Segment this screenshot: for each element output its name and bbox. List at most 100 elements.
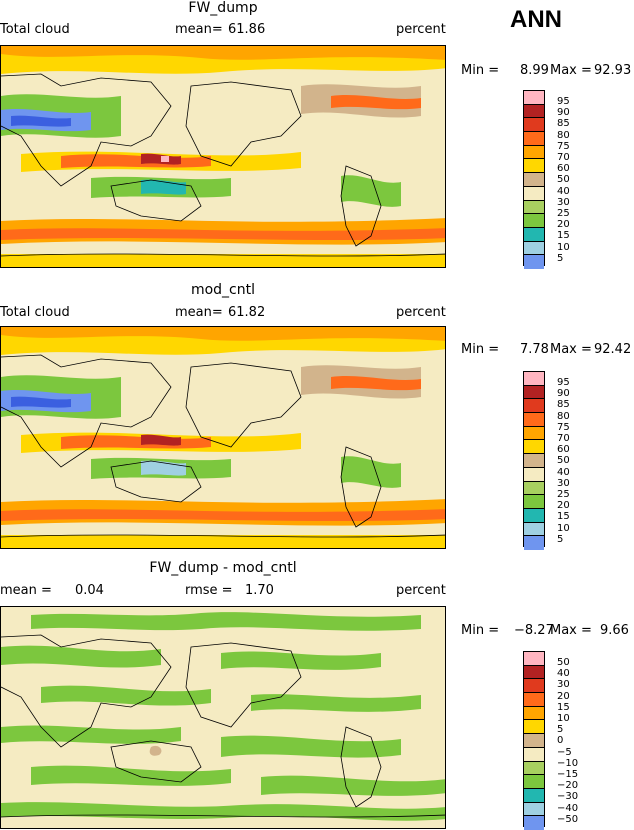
colorbar-swatch xyxy=(524,734,544,748)
colorbar-level-label: 30 xyxy=(557,196,570,208)
colorbar-level-label: 70 xyxy=(557,433,570,444)
colorbar-level-label: 50 xyxy=(557,174,570,186)
colorbar-swatch xyxy=(524,454,544,468)
colorbar-level-label: 85 xyxy=(557,118,570,130)
colorbar-level-label: 0 xyxy=(557,735,564,747)
panel1-min-label: Min = xyxy=(461,63,500,78)
colorbar-level-label: −5 xyxy=(557,746,572,758)
colorbar-level-label: 10 xyxy=(557,241,570,253)
panel2-title: mod_cntl xyxy=(190,282,256,298)
panel3-contour-field xyxy=(1,607,445,828)
panel3-min-value: −8.27 xyxy=(514,623,554,638)
colorbar-level-label: −30 xyxy=(557,791,579,803)
colorbar-swatch xyxy=(524,720,544,735)
panel2-map xyxy=(0,326,446,549)
colorbar-swatch xyxy=(524,788,544,803)
colorbar-level-label: 75 xyxy=(557,140,570,152)
colorbar-level-label: 85 xyxy=(557,399,570,411)
colorbar-swatch xyxy=(524,747,544,762)
panel3-max-label: Max = xyxy=(550,623,592,638)
panel3-units: percent xyxy=(396,583,446,598)
panel3-title: FW_dump - mod_cntl xyxy=(149,560,297,576)
colorbar-level-label: 80 xyxy=(557,129,570,141)
panel2-units: percent xyxy=(396,305,446,320)
panel2-max-value: 92.42 xyxy=(594,342,632,357)
colorbar-swatch xyxy=(524,173,544,187)
panel3-min-label: Min = xyxy=(461,623,500,638)
panel2-max-label: Max = xyxy=(550,342,592,357)
colorbar-swatch xyxy=(524,761,544,776)
colorbar-swatch xyxy=(524,495,544,509)
colorbar-level-label: 90 xyxy=(557,107,570,119)
colorbar-level-label: 15 xyxy=(557,230,570,242)
panel2-mean-value: 61.82 xyxy=(228,305,266,320)
panel1-mean-label: mean= xyxy=(175,22,223,37)
colorbar-swatch xyxy=(524,413,544,427)
panel2-min-value: 7.78 xyxy=(520,342,549,357)
colorbar-swatch xyxy=(524,91,544,105)
colorbar-level-label: 40 xyxy=(557,668,570,680)
colorbar-level-label: 5 xyxy=(557,533,564,545)
panel2-colorbar xyxy=(523,371,545,550)
panel3-rmse-value: 1.70 xyxy=(245,583,274,598)
colorbar-level-label: 20 xyxy=(557,500,570,512)
panel3-map xyxy=(0,606,446,829)
colorbar-level-label: 60 xyxy=(557,163,570,175)
colorbar-level-label: 20 xyxy=(557,219,570,231)
colorbar-swatch xyxy=(524,399,544,414)
colorbar-level-label: −40 xyxy=(557,802,579,814)
colorbar-swatch xyxy=(524,145,544,160)
colorbar-level-label: 30 xyxy=(557,477,570,489)
colorbar-swatch xyxy=(524,159,544,174)
colorbar-level-label: 5 xyxy=(557,724,564,736)
colorbar-level-label: −50 xyxy=(557,813,579,825)
colorbar-swatch xyxy=(524,679,544,694)
colorbar-swatch xyxy=(524,536,544,550)
colorbar-swatch xyxy=(524,385,544,400)
colorbar-swatch xyxy=(524,481,544,496)
panel1-title: FW_dump xyxy=(188,0,258,16)
panel1-units: percent xyxy=(396,22,446,37)
panel3-mean-label: mean = xyxy=(0,583,52,598)
season-label: ANN xyxy=(510,6,562,33)
colorbar-level-label: −10 xyxy=(557,757,579,769)
panel2-variable: Total cloud xyxy=(0,305,70,320)
colorbar-level-label: 15 xyxy=(557,511,570,523)
colorbar-swatch xyxy=(524,426,544,441)
colorbar-swatch xyxy=(524,816,544,830)
colorbar-level-label: 90 xyxy=(557,388,570,400)
colorbar-level-label: 15 xyxy=(557,701,570,713)
panel1-max-value: 92.93 xyxy=(594,63,632,78)
colorbar-level-label: 75 xyxy=(557,421,570,433)
colorbar-swatch xyxy=(524,214,544,228)
panel1-min-value: 8.99 xyxy=(520,63,549,78)
colorbar-swatch xyxy=(524,255,544,269)
panel1-variable: Total cloud xyxy=(0,22,70,37)
colorbar-level-label: 80 xyxy=(557,410,570,422)
colorbar-swatch xyxy=(524,706,544,721)
panel1-mean-value: 61.86 xyxy=(228,22,266,37)
panel1-colorbar xyxy=(523,90,545,269)
colorbar-swatch xyxy=(524,227,544,242)
colorbar-swatch xyxy=(524,467,544,482)
colorbar-level-label: −15 xyxy=(557,769,579,780)
colorbar-swatch xyxy=(524,693,544,707)
colorbar-swatch xyxy=(524,200,544,215)
colorbar-level-label: 70 xyxy=(557,152,570,163)
colorbar-swatch xyxy=(524,241,544,256)
colorbar-level-label: 10 xyxy=(557,713,570,724)
colorbar-swatch xyxy=(524,372,544,386)
colorbar-level-label: 20 xyxy=(557,690,570,702)
panel1-max-label: Max = xyxy=(550,63,592,78)
colorbar-level-label: 25 xyxy=(557,489,570,500)
colorbar-level-label: 95 xyxy=(557,96,570,107)
panel2-mean-label: mean= xyxy=(175,305,223,320)
colorbar-level-label: 95 xyxy=(557,377,570,388)
colorbar-swatch xyxy=(524,522,544,537)
panel3-max-value: 9.66 xyxy=(600,623,629,638)
colorbar-level-label: 25 xyxy=(557,208,570,219)
panel3-mean-value: 0.04 xyxy=(75,583,104,598)
panel1-map xyxy=(0,45,446,268)
panel3-rmse-label: rmse = xyxy=(185,583,233,598)
colorbar-level-label: 10 xyxy=(557,522,570,534)
